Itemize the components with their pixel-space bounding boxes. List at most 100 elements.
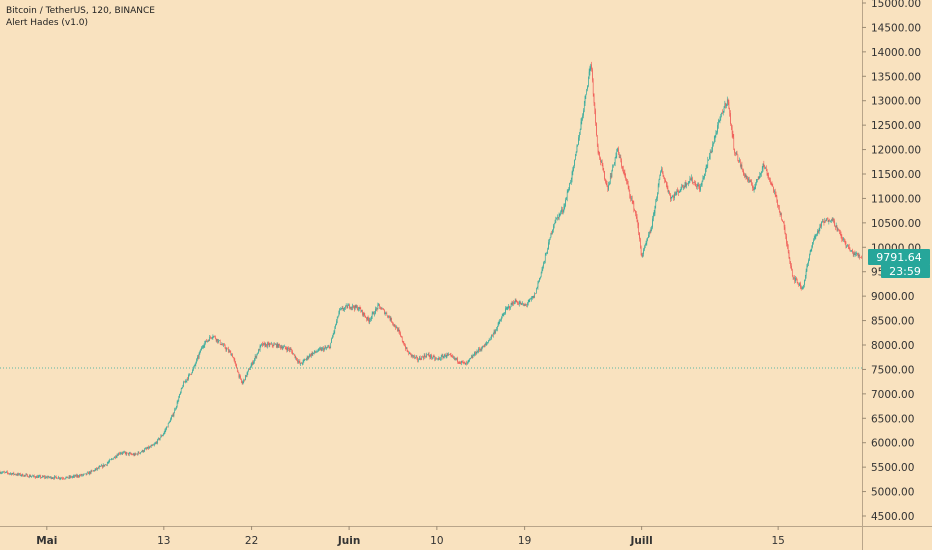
indicator-title[interactable]: Alert Hades (v1.0): [6, 18, 89, 28]
candle-body: [739, 160, 740, 162]
price-tag: 9791.64 23:59: [868, 249, 930, 278]
candle-body: [558, 214, 560, 219]
price-tick-label: 13000.00: [871, 96, 921, 108]
candle-body: [662, 173, 664, 177]
candle-body: [545, 253, 547, 256]
candle-body: [77, 475, 79, 477]
candle-body: [424, 355, 426, 357]
candle-body: [306, 356, 308, 359]
candle-body: [358, 309, 359, 310]
candle-body: [76, 475, 77, 477]
candle-body: [359, 307, 361, 310]
candle-body: [768, 175, 769, 178]
candle-body: [304, 359, 306, 361]
candle-body: [484, 344, 486, 346]
candle-body: [387, 315, 388, 317]
candle-body: [33, 475, 35, 477]
candle-body: [224, 345, 226, 349]
candle-body: [447, 353, 449, 355]
candle-body: [655, 200, 657, 206]
candle-body: [536, 288, 537, 294]
time-axis[interactable]: Mai 13 22 Juin 10 19 Juill 15: [36, 526, 785, 547]
candle-body: [614, 157, 616, 164]
candle-body: [345, 305, 346, 308]
candle-body: [136, 453, 137, 455]
candle-body: [250, 365, 252, 368]
candle-body: [757, 179, 759, 180]
price-tick-label: 8500.00: [871, 316, 914, 328]
candle-body: [169, 421, 171, 423]
candle-body: [29, 475, 31, 477]
candle-body: [54, 476, 55, 479]
candle-body: [413, 355, 414, 357]
candle-body: [497, 323, 499, 327]
candle-body: [7, 472, 9, 474]
candle-body: [659, 174, 661, 180]
candle-body: [203, 345, 205, 347]
candle-body: [390, 318, 392, 320]
candle-body: [702, 177, 704, 182]
candle-body: [344, 307, 345, 310]
candle-body: [471, 356, 472, 358]
candles-layer: [0, 61, 862, 481]
candle-body: [102, 464, 104, 468]
candle-body: [12, 472, 14, 474]
candle-body: [588, 77, 589, 87]
candle-body: [532, 296, 534, 298]
symbol-title[interactable]: Bitcoin / TetherUS, 120, BINANCE: [6, 6, 155, 16]
candle-body: [357, 306, 358, 310]
candle-body: [514, 303, 515, 305]
time-tick-label: Juill: [630, 535, 653, 547]
candle-body: [674, 193, 675, 198]
candle-body: [317, 351, 319, 352]
candle-body: [793, 277, 795, 279]
candle-body: [103, 464, 105, 467]
candle-body: [806, 266, 808, 272]
candle-body: [726, 99, 728, 104]
candle-body: [508, 306, 509, 307]
candle-body: [814, 236, 816, 238]
candle-body: [419, 357, 421, 360]
candle-body: [802, 286, 804, 289]
candle-body: [338, 312, 340, 317]
candle-body: [334, 326, 336, 332]
candle-body: [635, 213, 637, 217]
candle-body: [89, 471, 91, 474]
candle-body: [744, 174, 745, 176]
candle-body: [494, 331, 496, 333]
candle-body: [491, 334, 492, 338]
candle-body: [120, 453, 122, 454]
candle-body: [184, 381, 186, 383]
candle-body: [627, 183, 629, 186]
candle-body: [292, 351, 293, 355]
candle-body: [449, 354, 450, 356]
candle-body: [780, 214, 782, 216]
candle-body: [265, 344, 267, 347]
candle-body: [130, 453, 132, 455]
candle-body: [32, 476, 33, 477]
candle-body: [99, 466, 101, 467]
candle-body: [763, 163, 765, 166]
candle-body: [629, 189, 631, 196]
candle-body: [514, 299, 516, 304]
candle-body: [67, 477, 69, 479]
candle-body: [635, 210, 636, 214]
candle-body: [218, 340, 219, 343]
candle-body: [756, 179, 757, 183]
candle-body: [365, 316, 366, 318]
candle-body: [440, 359, 441, 360]
candle-body: [160, 435, 162, 438]
candle-body: [642, 254, 644, 257]
candle-body: [848, 244, 849, 247]
candle-body: [717, 125, 718, 133]
candle-body: [777, 199, 778, 206]
candle-body: [22, 474, 24, 477]
candle-body: [242, 381, 244, 384]
candle-body: [406, 347, 408, 352]
candle-body: [822, 221, 823, 222]
candle-body: [826, 218, 828, 220]
candle-body: [442, 355, 444, 359]
price-axis[interactable]: 4500.00 5000.00 5500.00 6000.00 6500.00 7000.…: [862, 0, 921, 523]
candle-body: [73, 475, 75, 477]
